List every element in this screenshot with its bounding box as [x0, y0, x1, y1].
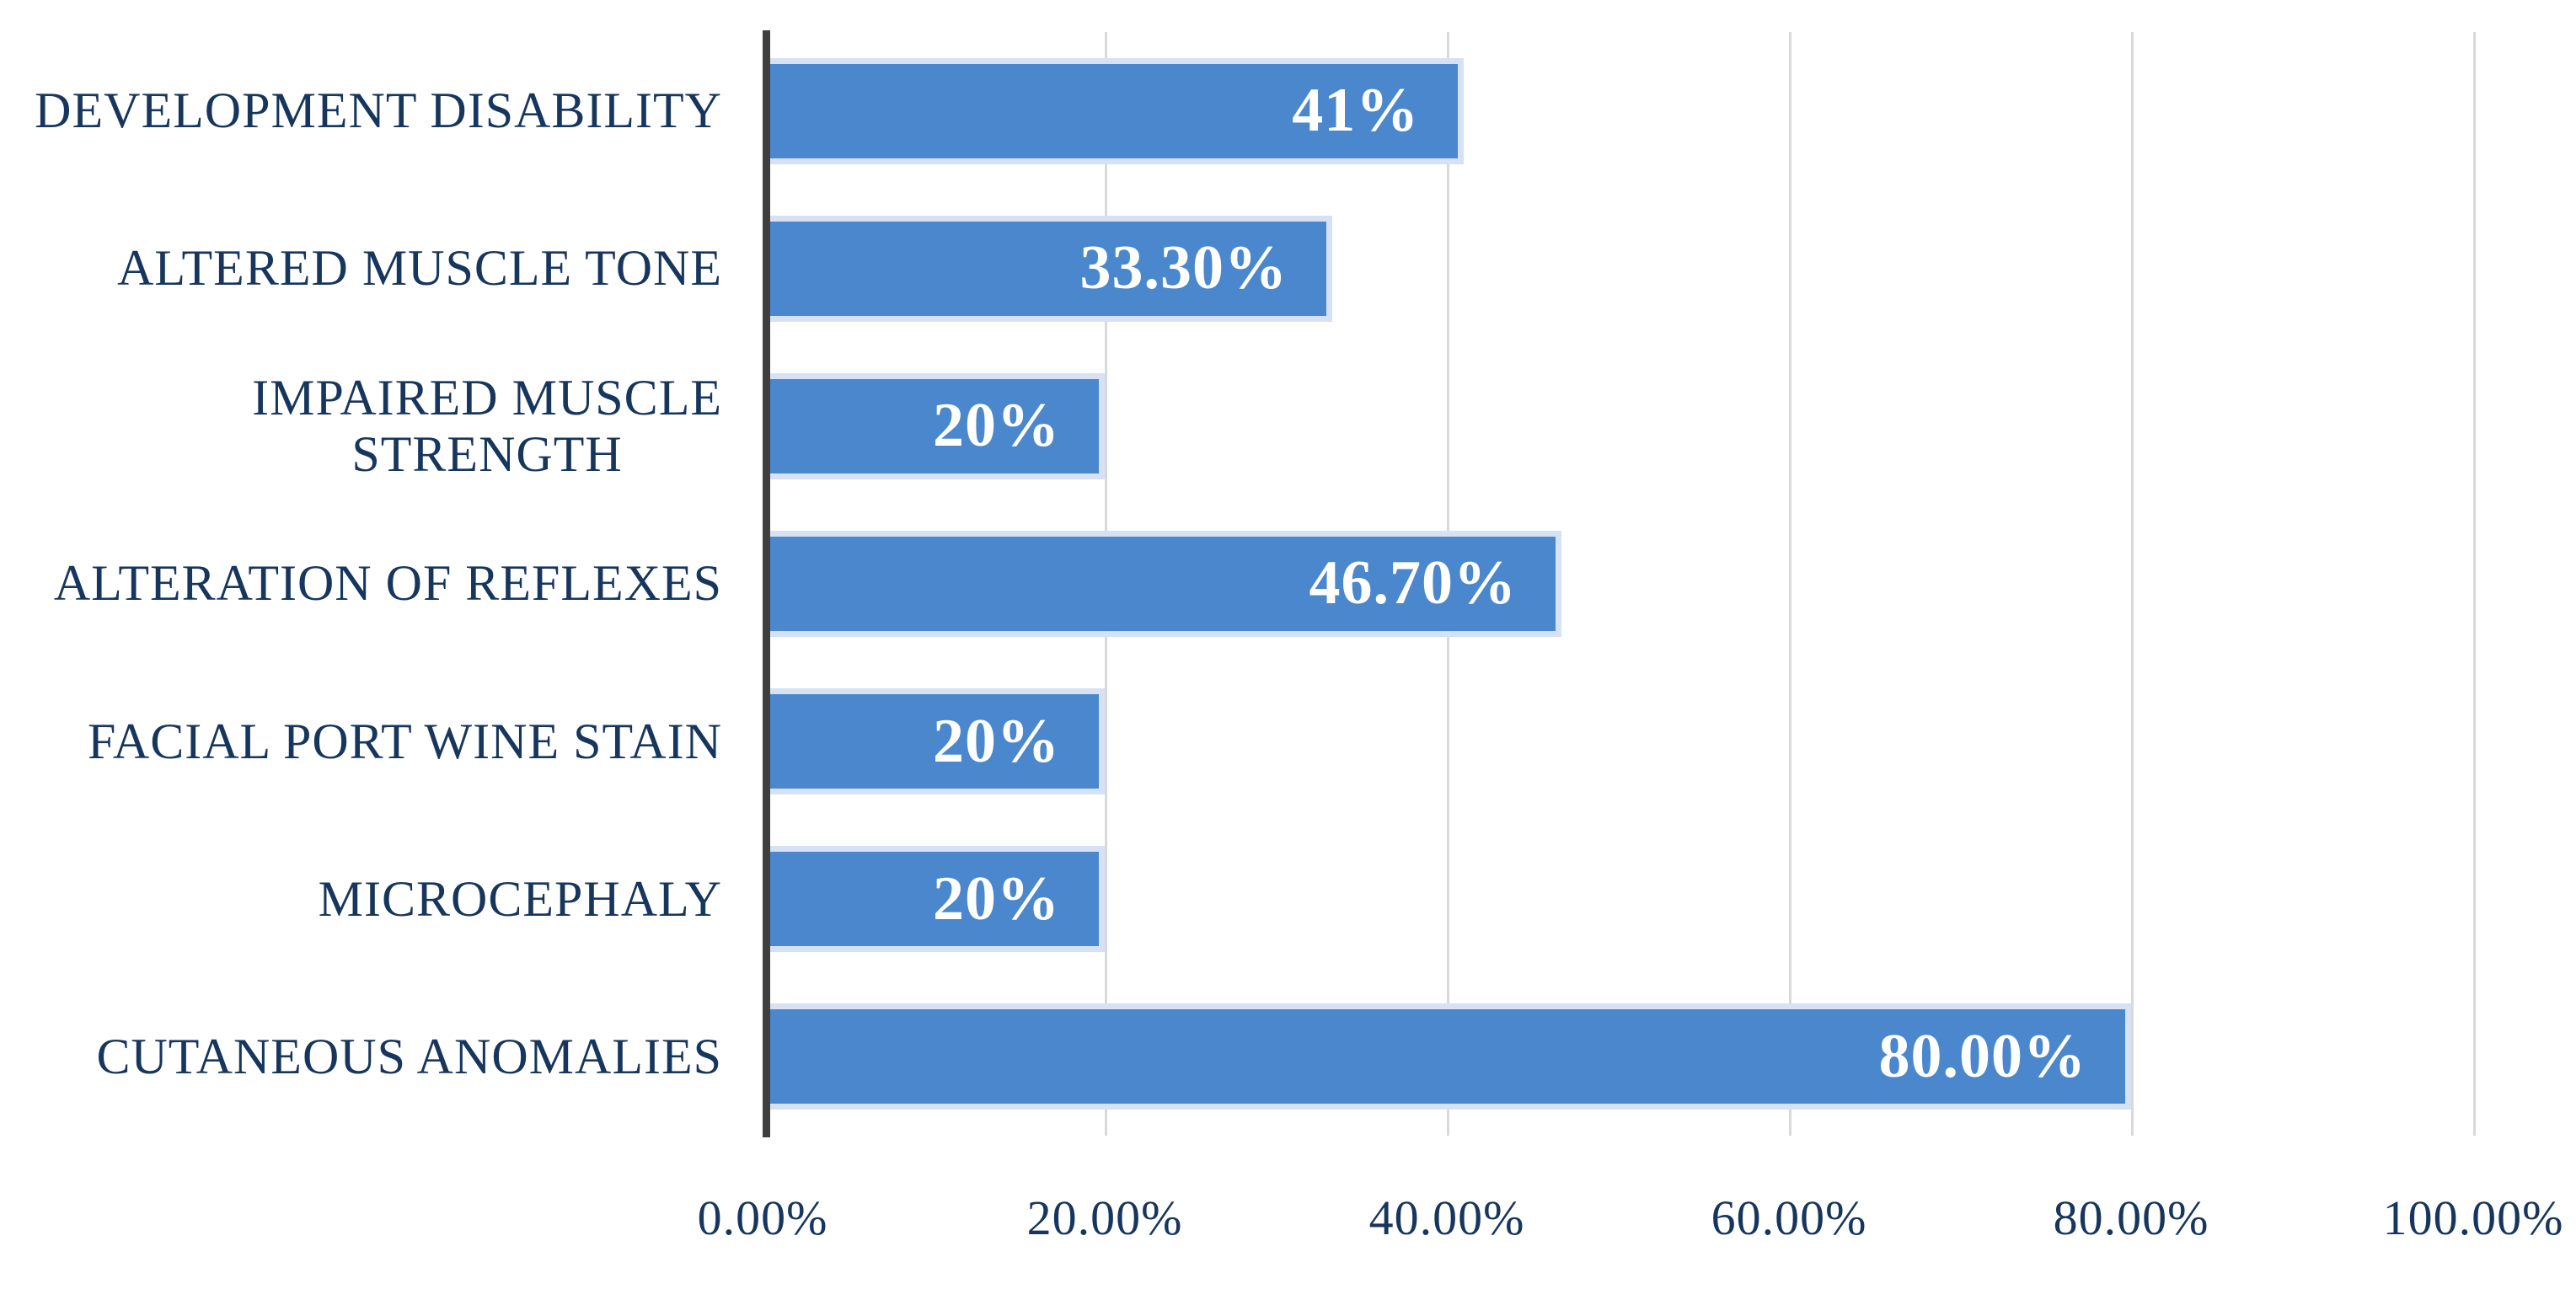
bar: 80.00% [763, 1003, 2131, 1110]
bar-value-label: 80.00% [1878, 1021, 2086, 1091]
gridline [2131, 32, 2134, 1136]
bar: 20% [763, 688, 1105, 795]
chart-row: FACIAL PORT WINE STAIN 20% [0, 663, 2576, 821]
x-axis: 0.00% 20.00% 40.00% 60.00% 80.00% 100.00% [0, 1190, 2576, 1265]
bar-value-label: 46.70% [1309, 548, 1517, 618]
category-label-text: CUTANEOUS ANOMALIES [96, 1028, 722, 1084]
chart-row: ALTERED MUSCLE TONE 33.30% [0, 190, 2576, 347]
x-tick-label: 80.00% [2053, 1190, 2209, 1245]
x-tick-label: 20.00% [1026, 1190, 1183, 1245]
chart-row: IMPAIRED MUSCLE STRENGTH 20% [0, 347, 2576, 505]
category-label: MICROCEPHALY [0, 871, 763, 928]
category-label: ALTERATION OF REFLEXES [0, 555, 763, 612]
x-tick-label: 60.00% [1711, 1190, 1867, 1245]
bar: 41% [763, 57, 1465, 164]
bar-value-label: 41% [1292, 76, 1420, 146]
category-label-text: ALTERED MUSCLE TONE [117, 240, 722, 297]
chart-rows: DEVELOPMENT DISABILITY 41% ALTERED MUSCL… [0, 32, 2576, 1136]
category-label: DEVELOPMENT DISABILITY [0, 83, 763, 139]
bar-value-label: 20% [933, 864, 1060, 933]
category-label-text: IMPAIRED MUSCLE STRENGTH [252, 369, 722, 482]
bar-value-label: 33.30% [1079, 233, 1288, 303]
category-label-text: DEVELOPMENT DISABILITY [35, 82, 722, 138]
bar-value-label: 20% [933, 391, 1060, 461]
bar: 20% [763, 846, 1105, 953]
chart-row: DEVELOPMENT DISABILITY 41% [0, 32, 2576, 190]
category-label: ALTERED MUSCLE TONE [0, 240, 763, 297]
category-label: CUTANEOUS ANOMALIES [0, 1029, 763, 1085]
chart-row: ALTERATION OF REFLEXES 46.70% [0, 505, 2576, 662]
bar-value-label: 20% [933, 706, 1060, 776]
chart-row: MICROCEPHALY 20% [0, 821, 2576, 978]
category-label-text: ALTERATION OF REFLEXES [53, 555, 722, 612]
x-tick-label: 0.00% [697, 1190, 828, 1245]
gridline [2473, 32, 2476, 1136]
y-axis-line [763, 30, 770, 1137]
bar: 33.30% [763, 215, 1332, 322]
gridline [1789, 32, 1791, 1136]
bar: 20% [763, 372, 1105, 479]
category-label: FACIAL PORT WINE STAIN [0, 714, 763, 770]
x-tick-label: 100.00% [2382, 1190, 2564, 1245]
x-tick-label: 40.00% [1368, 1190, 1525, 1245]
category-label: IMPAIRED MUSCLE STRENGTH [0, 370, 763, 483]
bar: 46.70% [763, 530, 1561, 637]
chart-row: CUTANEOUS ANOMALIES 80.00% [0, 978, 2576, 1136]
category-label-text: MICROCEPHALY [318, 870, 722, 927]
category-label-text: FACIAL PORT WINE STAIN [87, 713, 722, 769]
